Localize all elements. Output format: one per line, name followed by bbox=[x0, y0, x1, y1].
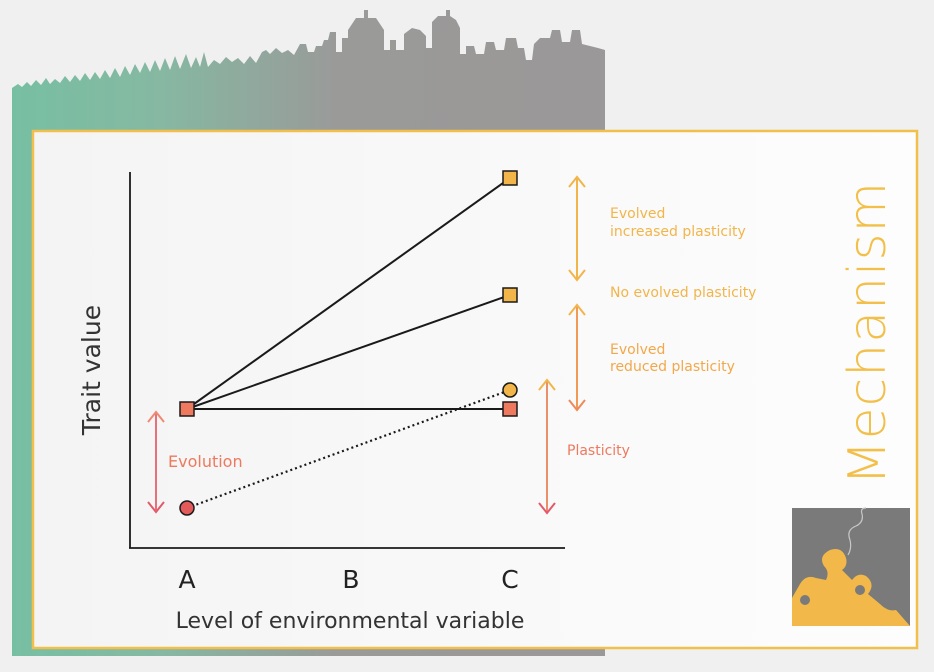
content-frame bbox=[31, 129, 919, 650]
evolved-reduced-label-line2: reduced plasticity bbox=[610, 359, 735, 375]
series-plasticity-line bbox=[186, 388, 511, 510]
mechanism-title: Mechanism bbox=[838, 181, 898, 485]
evolved-increased-label-line1: Evolved bbox=[610, 206, 665, 222]
evolution-label: Evolution bbox=[168, 452, 243, 471]
reduced-plasticity-arrow bbox=[568, 303, 586, 412]
evolved-increased-label-line2: increased plasticity bbox=[610, 224, 746, 240]
x-tick-label-c: C bbox=[501, 565, 518, 594]
plasticity-label: Plasticity bbox=[567, 443, 630, 459]
increased-plasticity-arrow bbox=[568, 175, 586, 282]
marker-c-increased bbox=[502, 170, 518, 186]
evolution-arrow bbox=[147, 410, 165, 514]
marker-c-reduced bbox=[502, 401, 518, 417]
marker-c-circle bbox=[502, 382, 518, 398]
x-tick-label-b: B bbox=[342, 565, 359, 594]
x-tick-label-a: A bbox=[178, 565, 195, 594]
series-increased-line bbox=[186, 177, 511, 410]
evolved-reduced-label-line1: Evolved bbox=[610, 342, 665, 358]
plasticity-arrow bbox=[538, 378, 556, 515]
marker-c-no-evolved bbox=[502, 287, 518, 303]
y-axis-label: Trait value bbox=[77, 305, 106, 436]
x-axis-label: Level of environmental variable bbox=[176, 609, 525, 634]
no-evolved-plasticity-label: No evolved plasticity bbox=[610, 285, 756, 301]
puzzle-icon bbox=[792, 507, 910, 626]
series-no-evolved-line bbox=[186, 294, 511, 410]
marker-a-square bbox=[179, 401, 195, 417]
marker-a-circle bbox=[179, 500, 195, 516]
